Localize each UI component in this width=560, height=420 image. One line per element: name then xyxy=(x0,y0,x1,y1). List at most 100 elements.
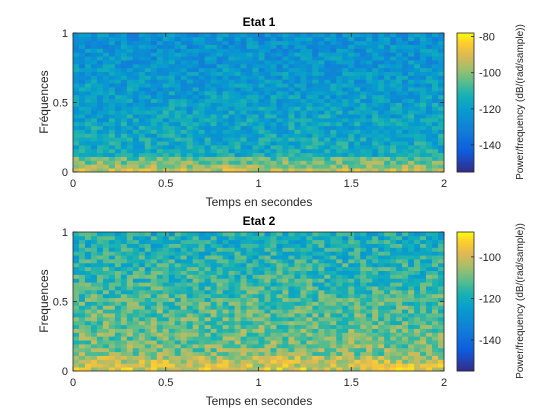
heatmap-cell xyxy=(438,278,445,283)
heatmap-cell xyxy=(378,33,385,38)
heatmap-cell xyxy=(126,156,134,161)
heatmap-cell xyxy=(336,270,343,275)
heatmap-cell xyxy=(96,336,104,341)
heatmap-cell xyxy=(438,102,445,107)
heatmap-cell xyxy=(354,83,361,88)
heatmap-cell xyxy=(84,144,92,150)
heatmap-cell xyxy=(186,137,194,142)
heatmap-cell xyxy=(288,297,295,302)
heatmap-cell xyxy=(258,266,265,272)
heatmap-cell xyxy=(312,44,319,49)
heatmap-cell xyxy=(108,251,116,256)
heatmap-cell xyxy=(324,156,331,161)
heatmap-cell xyxy=(270,141,277,146)
heatmap-cell xyxy=(156,83,164,88)
heatmap-cell xyxy=(234,286,241,291)
heatmap-cell xyxy=(204,289,212,295)
heatmap-cell xyxy=(300,235,307,241)
heatmap-cell xyxy=(294,36,301,42)
heatmap-cell xyxy=(330,286,337,291)
heatmap-cell xyxy=(156,94,164,100)
heatmap-cell xyxy=(252,243,259,248)
heatmap-cell xyxy=(114,239,122,244)
heatmap-cell xyxy=(234,137,241,142)
heatmap-cell xyxy=(348,347,355,353)
heatmap-cell xyxy=(216,144,223,150)
heatmap-cell xyxy=(318,125,325,130)
heatmap-cell xyxy=(402,243,409,248)
heatmap-cell xyxy=(102,266,110,272)
heatmap-cell xyxy=(240,255,247,260)
heatmap-cell xyxy=(258,160,265,165)
heatmap-cell xyxy=(204,270,212,275)
heatmap-cell xyxy=(264,110,271,115)
heatmap-cell xyxy=(288,255,295,260)
heatmap-cell xyxy=(360,359,367,364)
heatmap-cell xyxy=(426,164,433,169)
heatmap-cell xyxy=(126,351,134,356)
heatmap-cell xyxy=(312,297,319,302)
heatmap-cell xyxy=(180,83,188,88)
heatmap-cell xyxy=(120,266,128,272)
heatmap-cell xyxy=(150,301,158,306)
heatmap-cell xyxy=(138,351,146,356)
heatmap-cell xyxy=(96,278,104,283)
heatmap-cell xyxy=(342,79,349,84)
heatmap-cell xyxy=(240,98,247,103)
heatmap-cell xyxy=(252,102,259,107)
heatmap-cell xyxy=(378,164,385,169)
heatmap-cell xyxy=(144,144,152,150)
heatmap-cell xyxy=(102,102,110,107)
heatmap-cell xyxy=(210,71,218,76)
heatmap-cell xyxy=(162,83,170,88)
heatmap-cell xyxy=(324,94,331,100)
heatmap-cell xyxy=(282,282,289,287)
heatmap-cell xyxy=(402,60,409,65)
heatmap-cell xyxy=(138,148,146,154)
heatmap-cell xyxy=(114,278,122,283)
heatmap-cell xyxy=(432,129,439,134)
heatmap-cell xyxy=(414,320,421,326)
heatmap-cell xyxy=(288,286,295,291)
heatmap-cell xyxy=(396,121,403,127)
heatmap-cell xyxy=(390,363,397,368)
heatmap-cell xyxy=(384,309,391,314)
heatmap-cell xyxy=(414,160,421,165)
heatmap-cell xyxy=(420,67,427,73)
heatmap-cell xyxy=(282,71,289,76)
heatmap-cell xyxy=(384,110,391,115)
heatmap-cell xyxy=(366,129,373,134)
heatmap-cell xyxy=(174,33,182,38)
heatmap-cell xyxy=(73,71,80,76)
colorbar-swatch xyxy=(457,349,474,352)
heatmap-cell xyxy=(414,270,421,275)
heatmap-cell xyxy=(126,56,134,61)
heatmap-cell xyxy=(432,125,439,130)
heatmap-cell xyxy=(162,106,170,111)
heatmap-cell xyxy=(228,148,235,154)
heatmap-cell xyxy=(354,259,361,264)
heatmap-cell xyxy=(282,67,289,73)
colorbar: -80-100-120-140 xyxy=(456,32,501,173)
colorbar-tick-label: -140 xyxy=(479,335,501,347)
heatmap-cell xyxy=(234,328,241,333)
heatmap-cell xyxy=(342,232,349,237)
heatmap-cell xyxy=(222,33,229,38)
x-tick-label: 1.5 xyxy=(344,178,359,190)
heatmap-cell xyxy=(156,129,164,134)
heatmap-cell xyxy=(342,63,349,69)
heatmap-cell xyxy=(282,270,289,275)
heatmap-cell xyxy=(426,297,433,302)
heatmap-cell xyxy=(390,347,397,353)
heatmap-cell xyxy=(324,278,331,283)
heatmap-cell xyxy=(234,367,241,372)
heatmap-cell xyxy=(132,232,140,237)
heatmap-cell xyxy=(396,239,403,244)
heatmap-cell xyxy=(84,324,92,329)
heatmap-cell xyxy=(378,305,385,310)
heatmap-cell xyxy=(360,347,367,353)
heatmap-cell xyxy=(73,56,80,61)
heatmap-cell xyxy=(222,75,229,80)
heatmap-cell xyxy=(228,87,235,92)
heatmap-cell xyxy=(126,320,134,326)
